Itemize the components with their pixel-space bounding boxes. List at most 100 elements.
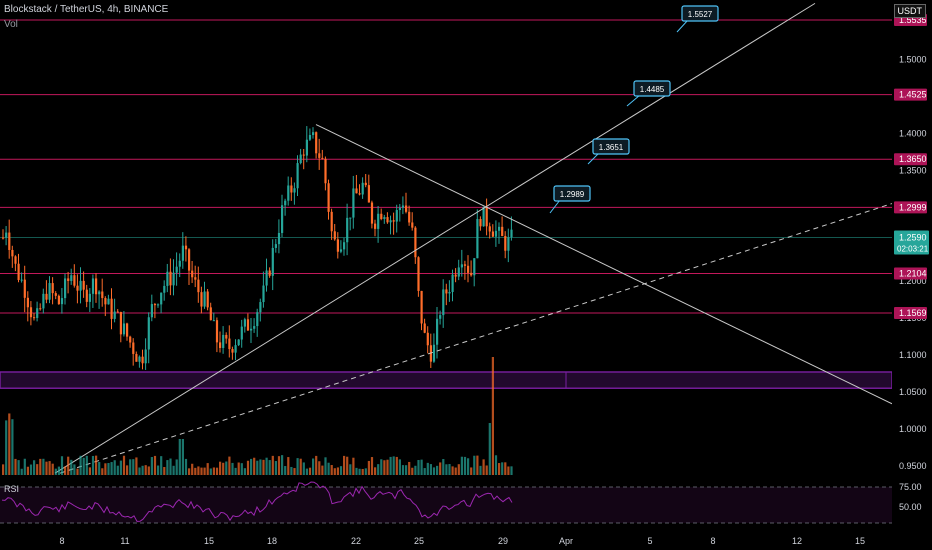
support-zone (0, 371, 893, 389)
volume-bar (395, 456, 398, 475)
volume-bar (265, 457, 268, 475)
candle-body (417, 257, 420, 291)
candle-body (85, 289, 88, 302)
volume-bar (178, 439, 181, 475)
candle-body (212, 320, 215, 322)
volume-bar (284, 466, 287, 475)
volume-bar (498, 463, 501, 475)
candle-body (380, 213, 383, 220)
volume-layer (2, 357, 513, 475)
candle-body (408, 211, 411, 223)
volume-bar (501, 462, 504, 475)
volume-bar (42, 458, 45, 475)
candle-body (510, 229, 513, 238)
candle-body (17, 263, 20, 280)
volume-bar (408, 461, 411, 475)
candle-body (265, 270, 268, 286)
candle-body (445, 289, 448, 294)
candle-body (243, 319, 246, 327)
candle-body (346, 217, 349, 243)
candle-body (181, 245, 184, 261)
volume-bar (135, 457, 138, 475)
dashed-support-line (59, 203, 893, 474)
volume-bar (271, 455, 274, 475)
volume-bar (17, 460, 20, 475)
candle-body (386, 217, 389, 223)
level-price-label: 1.3650 (899, 154, 927, 164)
volume-bar (370, 457, 374, 475)
rsi-pane (0, 481, 892, 524)
volume-bar (479, 465, 482, 475)
candle-body (129, 336, 132, 343)
candle-body (405, 205, 408, 212)
volume-bar (212, 467, 215, 475)
volume-bar (191, 463, 194, 475)
candle-body (442, 289, 445, 316)
volume-bar (98, 462, 101, 475)
volume-bar (250, 458, 253, 475)
rsi-line (1, 481, 513, 522)
volume-bar (181, 439, 184, 475)
candles-layer[interactable] (2, 126, 513, 370)
callout-box (681, 5, 719, 22)
candle-body (268, 270, 271, 276)
level-price-label: 1.2999 (899, 202, 927, 212)
candle-body (169, 271, 172, 286)
candle-body (308, 134, 312, 140)
time-tick-label: 12 (792, 536, 802, 546)
candle-body (470, 272, 473, 276)
callout-box (592, 138, 630, 155)
candle-body (318, 153, 321, 158)
time-tick-label: 25 (414, 536, 424, 546)
volume-bar (48, 461, 51, 475)
volume-bar (194, 467, 197, 475)
candle-body (67, 278, 70, 281)
candle-body (432, 344, 436, 362)
volume-bar (259, 459, 262, 475)
current-price-label: 1.2590 (899, 233, 927, 243)
candle-body (107, 298, 110, 305)
volume-bar (482, 459, 485, 475)
volume-bar (225, 461, 228, 475)
volume-label: Vol (4, 19, 18, 30)
candle-body (54, 293, 57, 296)
price-tick-label: 1.3500 (899, 165, 927, 175)
level-price-tag (894, 306, 927, 319)
level-price-tag (894, 153, 927, 166)
candle-body (88, 293, 91, 302)
candle-body (476, 219, 479, 259)
candle-body (343, 242, 346, 250)
volume-bar (2, 464, 5, 475)
currency-badge[interactable]: USDT (893, 4, 926, 18)
callout-box (553, 185, 591, 202)
callout-pointer (676, 19, 689, 33)
volume-bar (172, 465, 175, 475)
candle-body (191, 270, 194, 278)
volume-bar (343, 455, 346, 475)
volume-bar (494, 455, 498, 475)
candle-body (8, 232, 11, 250)
candle-body (57, 295, 60, 305)
trend-lines-layer[interactable] (54, 2, 893, 474)
volume-bar (333, 468, 336, 475)
volume-bar (439, 462, 442, 475)
volume-bar (277, 456, 281, 475)
volume-bar (33, 460, 36, 475)
volume-bar (442, 459, 445, 475)
candle-body (5, 232, 8, 238)
volume-bar (126, 465, 129, 475)
candle-body (228, 338, 231, 350)
candle-body (110, 298, 113, 319)
candle-body (33, 317, 36, 319)
volume-bar (240, 463, 243, 475)
volume-bar (91, 455, 95, 475)
volume-bar (219, 461, 222, 475)
candle-body (157, 304, 160, 306)
volume-bar (281, 455, 284, 475)
time-tick-label: Apr (559, 536, 573, 546)
candle-body (451, 274, 454, 292)
candle-body (339, 249, 343, 252)
price-tick-label: 1.0500 (899, 387, 927, 397)
volume-bar (423, 468, 426, 475)
